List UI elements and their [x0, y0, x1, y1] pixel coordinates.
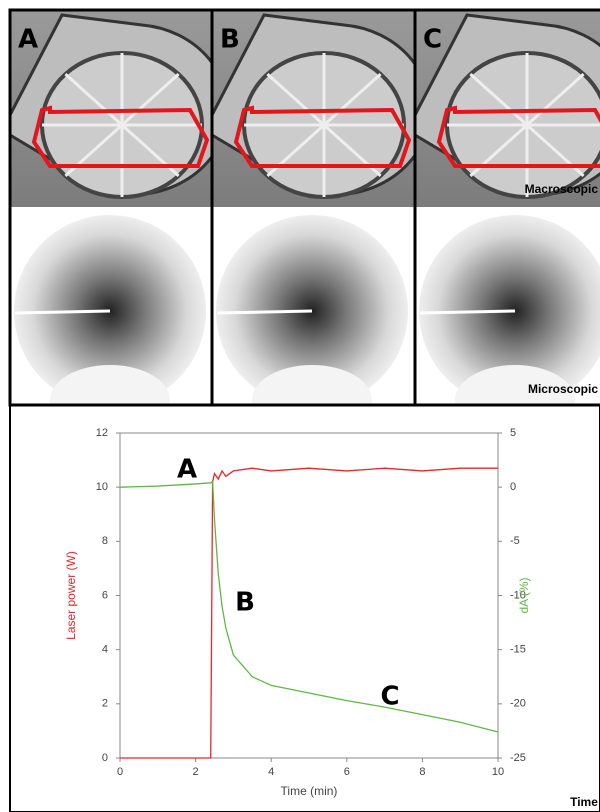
- y-tick-label: 2: [102, 698, 108, 710]
- y2-tick-label: -10: [510, 589, 526, 601]
- x-tick-label: 6: [344, 766, 350, 778]
- y2-tick-label: 0: [510, 481, 516, 493]
- beam-stop: [419, 309, 516, 315]
- diffraction: [14, 215, 206, 405]
- spoke: [64, 72, 124, 127]
- y-tick-label: 8: [102, 535, 108, 547]
- roi: [31, 105, 210, 168]
- panel-letter: A: [18, 25, 38, 55]
- panels-frame: [8, 8, 600, 407]
- axis-title: dA (%): [517, 577, 531, 613]
- y2-tick-label: -25: [510, 752, 526, 764]
- diffraction: [216, 215, 408, 405]
- series-line: [119, 480, 499, 733]
- y2-tick-label: -15: [510, 644, 526, 656]
- x-tick-label: 10: [492, 766, 504, 778]
- y2-tick-label: -5: [510, 535, 520, 547]
- series-line: [120, 467, 498, 759]
- axis-title: Laser power (W): [64, 551, 78, 640]
- y-tick-label: 4: [102, 644, 108, 656]
- roi: [436, 105, 600, 168]
- panel-letter: C: [423, 25, 442, 55]
- y2-tick-label: -20: [510, 698, 526, 710]
- y2-tick-label: 5: [510, 427, 516, 439]
- panel: [10, 10, 212, 405]
- spoke: [469, 72, 529, 127]
- row-label: Macroscopic: [525, 182, 599, 196]
- annotation: A: [177, 455, 197, 485]
- x-tick-label: 4: [268, 766, 274, 778]
- beam-stop: [216, 309, 313, 315]
- annotation: C: [380, 682, 399, 712]
- x-axis-title: Time (min): [281, 784, 338, 798]
- shadow: [252, 365, 372, 405]
- y-tick-label: 6: [102, 589, 108, 601]
- x-tick-label: 2: [193, 766, 199, 778]
- shadow: [455, 365, 575, 405]
- x-tick-label: 0: [117, 766, 123, 778]
- corner-label: Time: [570, 795, 598, 809]
- y-tick-label: 10: [96, 481, 108, 493]
- panel: [415, 10, 600, 405]
- y-tick-label: 0: [102, 752, 108, 764]
- spoke: [120, 72, 180, 127]
- spoke: [266, 72, 326, 127]
- roi: [233, 105, 412, 168]
- x-tick-label: 8: [419, 766, 425, 778]
- shadow: [50, 365, 170, 405]
- panel: [212, 10, 415, 405]
- beam-stop: [14, 309, 111, 315]
- row-label: Microscopic: [528, 382, 598, 396]
- spoke: [525, 72, 585, 127]
- y-tick-label: 12: [96, 427, 108, 439]
- spoke: [322, 72, 382, 127]
- panel-letter: B: [220, 25, 240, 55]
- chart-frame: [9, 404, 600, 812]
- annotation: B: [235, 588, 255, 618]
